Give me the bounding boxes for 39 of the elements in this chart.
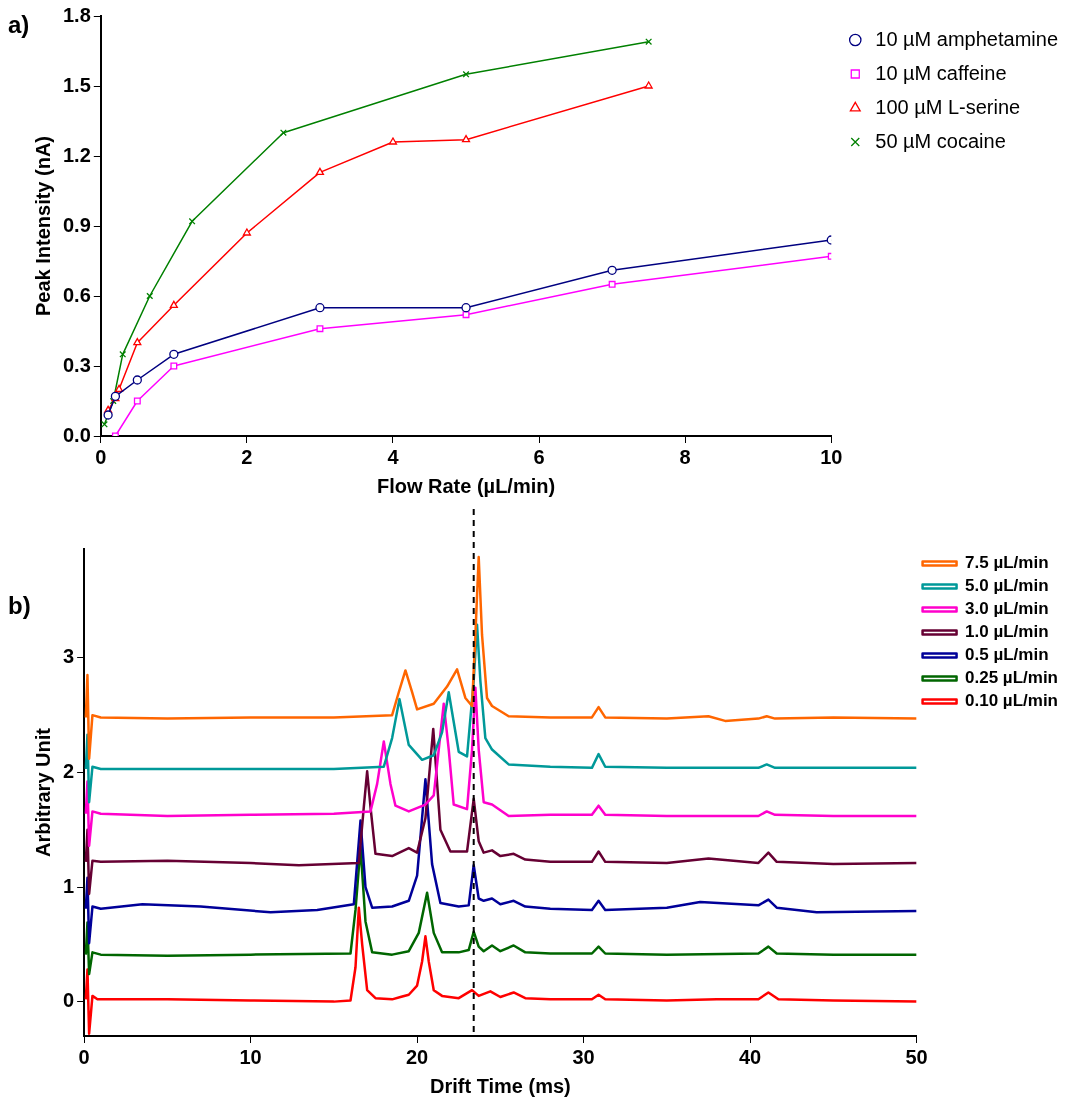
legend-label: 5.0 µL/min — [965, 576, 1049, 596]
y-tick-label: 0.3 — [62, 353, 91, 376]
x-tick-label: 10 — [239, 1045, 262, 1068]
legend-label: 100 µM L-serine — [875, 95, 1021, 118]
legend-label: 0.5 µL/min — [965, 645, 1049, 665]
x-tick-label: 10 — [820, 445, 843, 468]
legend-label: 1.0 µL/min — [965, 622, 1049, 642]
text: b) — [8, 591, 31, 619]
y-tick-label: 0.9 — [62, 213, 91, 236]
y-tick-label: 2 — [63, 759, 75, 782]
y-tick-label: 0.6 — [62, 283, 91, 306]
y-tick-label: 1.5 — [62, 73, 91, 96]
x-tick-label: 30 — [572, 1045, 595, 1068]
x-tick-label: 4 — [387, 445, 400, 468]
y-tick-label: 3 — [63, 645, 75, 668]
legend-label: 10 µM caffeine — [875, 61, 1007, 84]
legend-label: 0.10 µL/min — [965, 691, 1058, 711]
x-axis-title: Drift Time (ms) — [429, 1074, 571, 1097]
y-tick-label: 0 — [63, 989, 75, 1012]
y-axis-title: Arbitrary Unit — [31, 727, 54, 857]
x-tick-label: 6 — [533, 445, 545, 468]
legend-label: 0.25 µL/min — [965, 668, 1058, 688]
x-tick-label: 2 — [241, 445, 253, 468]
x-tick-label: 8 — [679, 445, 691, 468]
legend-label: 50 µM cocaine — [875, 129, 1006, 152]
x-tick-label: 40 — [738, 1045, 762, 1068]
legend-label: 7.5 µL/min — [965, 553, 1049, 573]
x-tick-label: 50 — [905, 1045, 928, 1068]
x-tick-label: 20 — [405, 1045, 429, 1068]
legend-label: 10 µM amphetamine — [875, 27, 1059, 50]
y-tick-label: 1.8 — [62, 3, 91, 26]
x-axis-title: Flow Rate (µL/min) — [376, 474, 556, 497]
y-tick-label: 1.2 — [62, 143, 91, 166]
chart-title: a) — [8, 10, 30, 38]
x-tick-label: 0 — [95, 445, 107, 468]
legend-label: 3.0 µL/min — [965, 599, 1049, 619]
y-tick-label: 0.0 — [62, 423, 91, 446]
y-axis-title: Peak Intensity (nA) — [31, 135, 54, 317]
y-tick-label: 1 — [63, 874, 75, 897]
